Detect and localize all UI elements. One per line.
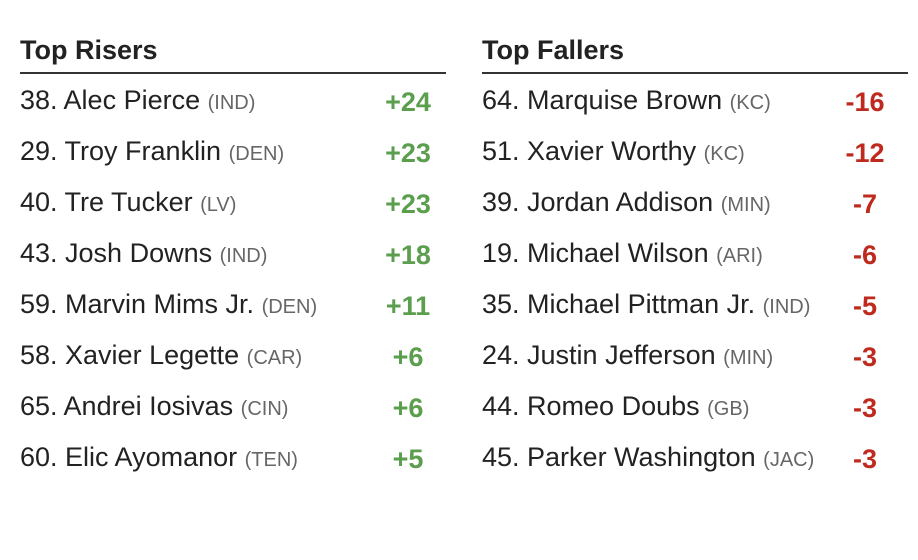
team: (KC) xyxy=(703,143,745,165)
fallers-panel: Top Fallers 64. Marquise Brown (KC) -16 51… xyxy=(482,30,908,484)
row: 64. Marquise Brown (KC) -16 xyxy=(482,76,903,127)
player-cell: 51. Xavier Worthy (KC) xyxy=(482,127,827,178)
player-name: 51. Xavier Worthy xyxy=(482,136,697,166)
team: (LV) xyxy=(200,194,237,216)
rank-change: -3 xyxy=(852,341,877,372)
team: (IND) xyxy=(207,92,256,114)
rank-change: -3 xyxy=(852,392,877,423)
rank-change: +24 xyxy=(385,86,431,117)
team: (DEN) xyxy=(261,296,318,318)
player-name: 40. Tre Tucker xyxy=(20,187,193,217)
row: 39. Jordan Addison (MIN) -7 xyxy=(482,178,903,229)
player-name: 60. Elic Ayomanor xyxy=(20,442,238,472)
player-cell: 40. Tre Tucker (LV) xyxy=(20,178,370,229)
player-name: 59. Marvin Mims Jr. xyxy=(20,289,255,319)
team: (KC) xyxy=(729,92,771,114)
player-cell: 44. Romeo Doubs (GB) xyxy=(482,382,827,433)
row: 40. Tre Tucker (LV) +23 xyxy=(20,178,446,229)
player-name: 45. Parker Washington xyxy=(482,442,756,472)
player-name: 65. Andrei Iosivas xyxy=(20,391,234,421)
team: (CAR) xyxy=(246,347,303,369)
panel-title: Top Fallers xyxy=(482,30,908,74)
row: 65. Andrei Iosivas (CIN) +6 xyxy=(20,382,446,433)
row: 35. Michael Pittman Jr. (IND) -5 xyxy=(482,280,903,331)
rank-change: +23 xyxy=(385,188,431,219)
player-name: 39. Jordan Addison xyxy=(482,187,714,217)
player-cell: 43. Josh Downs (IND) xyxy=(20,229,370,280)
player-cell: 39. Jordan Addison (MIN) xyxy=(482,178,827,229)
player-name: 19. Michael Wilson xyxy=(482,238,709,268)
rank-change: -6 xyxy=(852,239,877,270)
player-name: 43. Josh Downs xyxy=(20,238,213,268)
player-name: 35. Michael Pittman Jr. xyxy=(482,289,756,319)
team: (IND) xyxy=(219,245,268,267)
row: 58. Xavier Legette (CAR) +6 xyxy=(20,331,446,382)
player-cell: 59. Marvin Mims Jr. (DEN) xyxy=(20,280,370,331)
team: (JAC) xyxy=(763,449,815,471)
row: 24. Justin Jefferson (MIN) -3 xyxy=(482,331,903,382)
player-name: 58. Xavier Legette xyxy=(20,340,240,370)
team: (GB) xyxy=(707,398,750,420)
player-name: 24. Justin Jefferson xyxy=(482,340,716,370)
row: 38. Alec Pierce (IND) +24 xyxy=(20,76,446,127)
team: (MIN) xyxy=(720,194,771,216)
row: 45. Parker Washington (JAC) -3 xyxy=(482,433,903,484)
row: 43. Josh Downs (IND) +18 xyxy=(20,229,446,280)
row: 51. Xavier Worthy (KC) -12 xyxy=(482,127,903,178)
rank-change: -3 xyxy=(852,443,877,474)
player-cell: 19. Michael Wilson (ARI) xyxy=(482,229,827,280)
rank-change: -12 xyxy=(845,137,885,168)
rank-change: +18 xyxy=(385,239,431,270)
player-cell: 45. Parker Washington (JAC) xyxy=(482,433,827,484)
panel-title: Top Risers xyxy=(20,30,446,74)
team: (DEN) xyxy=(228,143,285,165)
rank-change: -16 xyxy=(845,86,885,117)
player-name: 29. Troy Franklin xyxy=(20,136,222,166)
team: (MIN) xyxy=(723,347,774,369)
row: 19. Michael Wilson (ARI) -6 xyxy=(482,229,903,280)
player-cell: 29. Troy Franklin (DEN) xyxy=(20,127,370,178)
team: (IND) xyxy=(762,296,811,318)
risers-table: 38. Alec Pierce (IND) +24 29. Troy Frankli… xyxy=(20,76,446,484)
rank-change: -7 xyxy=(852,188,877,219)
rank-change: -5 xyxy=(852,290,877,321)
rank-change: +6 xyxy=(392,392,424,423)
team: (CIN) xyxy=(240,398,289,420)
player-cell: 58. Xavier Legette (CAR) xyxy=(20,331,370,382)
team: (ARI) xyxy=(716,245,763,267)
player-name: 64. Marquise Brown xyxy=(482,85,723,115)
rank-change: +5 xyxy=(392,443,424,474)
row: 59. Marvin Mims Jr. (DEN) +11 xyxy=(20,280,446,331)
risers-panel: Top Risers 38. Alec Pierce (IND) +24 29. T… xyxy=(20,30,446,484)
rank-change: +23 xyxy=(385,137,431,168)
row: 29. Troy Franklin (DEN) +23 xyxy=(20,127,446,178)
fallers-table: 64. Marquise Brown (KC) -16 51. Xavier Wor… xyxy=(482,76,903,484)
player-cell: 24. Justin Jefferson (MIN) xyxy=(482,331,827,382)
player-cell: 35. Michael Pittman Jr. (IND) xyxy=(482,280,827,331)
row: 60. Elic Ayomanor (TEN) +5 xyxy=(20,433,446,484)
player-name: 44. Romeo Doubs xyxy=(482,391,700,421)
player-cell: 38. Alec Pierce (IND) xyxy=(20,76,370,127)
team: (TEN) xyxy=(244,449,298,471)
rank-change: +6 xyxy=(392,341,424,372)
player-cell: 65. Andrei Iosivas (CIN) xyxy=(20,382,370,433)
rank-change: +11 xyxy=(385,290,431,321)
player-cell: 60. Elic Ayomanor (TEN) xyxy=(20,433,370,484)
player-cell: 64. Marquise Brown (KC) xyxy=(482,76,827,127)
row: 44. Romeo Doubs (GB) -3 xyxy=(482,382,903,433)
player-name: 38. Alec Pierce xyxy=(20,85,201,115)
